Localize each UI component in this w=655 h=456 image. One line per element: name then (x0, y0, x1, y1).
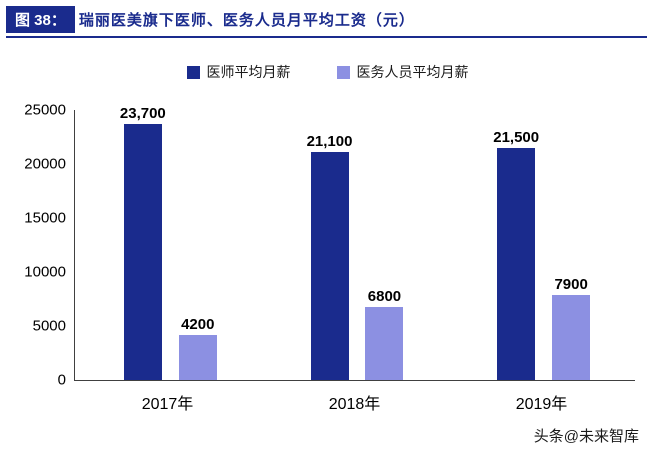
bar-column: 21,500 (493, 110, 539, 380)
y-tick-label: 15000 (24, 209, 66, 227)
y-tick-label: 20000 (24, 155, 66, 173)
y-tick-label: 25000 (24, 101, 66, 119)
bar-value-label: 7900 (554, 275, 588, 293)
bar-group: 21,500 7900 (448, 110, 635, 380)
bar-value-label: 23,700 (119, 105, 166, 123)
bar-chart: 0 5000 10000 15000 20000 25000 23,700 4200 21,1… (12, 102, 635, 414)
legend-label: 医务人员平均月薪 (356, 64, 469, 80)
x-axis-label: 2017年 (141, 396, 194, 413)
bar-column: 4200 (178, 110, 217, 380)
bar-column: 23,700 (120, 105, 166, 380)
legend-swatch (336, 65, 350, 79)
bar-value-label: 21,100 (306, 133, 353, 151)
y-tick-label: 5000 (32, 317, 66, 335)
y-tick-label: 0 (57, 371, 66, 389)
legend-item: 医务人员平均月薪 (336, 62, 469, 82)
y-tick-label: 10000 (24, 263, 66, 281)
x-axis-label: 2019年 (515, 396, 568, 413)
figure-title: 瑞丽医美旗下医师、医务人员月平均工资（元） (78, 12, 415, 29)
y-axis: 0 5000 10000 15000 20000 25000 (12, 102, 74, 389)
bar (310, 152, 349, 380)
bar-value-label: 4200 (181, 315, 215, 333)
bar-value-label: 6800 (367, 287, 402, 305)
bar-column: 7900 (552, 110, 591, 380)
bar-column: 21,100 (306, 110, 353, 380)
figure-header: 图 38： 瑞丽医美旗下医师、医务人员月平均工资（元） (6, 6, 647, 38)
chart-legend: 医师平均月薪 医务人员平均月薪 (0, 62, 655, 82)
bar-group: 23,700 4200 (75, 105, 262, 380)
watermark: 头条@未来智库 (533, 428, 639, 445)
plot-row: 0 5000 10000 15000 20000 25000 23,700 4200 21,1… (12, 102, 635, 389)
bar-value-label: 21,500 (493, 128, 540, 146)
legend-item: 医师平均月薪 (186, 62, 291, 82)
bar (178, 334, 217, 380)
bar (123, 124, 162, 380)
legend-swatch (186, 65, 200, 79)
bar-column: 6800 (365, 110, 404, 380)
legend-label: 医师平均月薪 (206, 64, 291, 80)
plot-area: 23,700 4200 21,100 6800 21,500 7900 (74, 105, 635, 381)
figure-number-badge: 图 38： (6, 6, 75, 33)
x-axis-label: 2018年 (328, 396, 381, 413)
x-axis: 2017年 2018年 2019年 (74, 390, 635, 414)
bar (497, 147, 536, 380)
bar-group: 21,100 6800 (262, 110, 449, 380)
bar (552, 294, 591, 380)
bar (365, 306, 404, 380)
